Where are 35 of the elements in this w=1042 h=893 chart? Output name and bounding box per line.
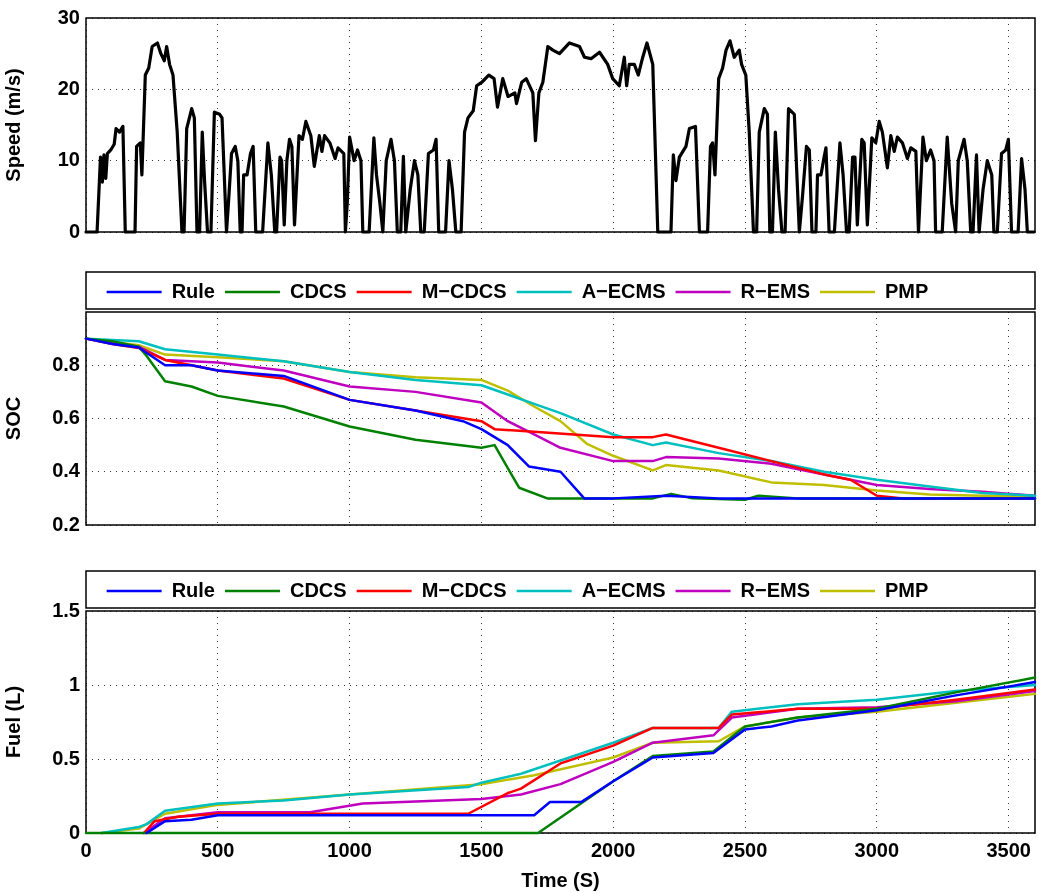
- x-tick-label: 2000: [590, 838, 636, 861]
- y-tick-label: 1: [68, 672, 80, 695]
- x-axis-title: Time (S): [521, 868, 600, 891]
- legend-label: PMP: [885, 279, 929, 302]
- legend-label: A−ECMS: [581, 578, 666, 601]
- x-tick-label: 2500: [722, 838, 768, 861]
- x-tick-label: 3500: [986, 838, 1031, 861]
- y-tick-label: 0: [68, 820, 80, 843]
- x-tick-label: 1000: [327, 838, 372, 861]
- legend-label: M−CDCS: [421, 578, 507, 601]
- y-tick-label: 0.5: [52, 746, 80, 769]
- y-tick-label: 0.2: [52, 512, 80, 535]
- x-tick-label: 1500: [459, 838, 504, 861]
- x-tick-label: 3000: [854, 838, 900, 861]
- y-tick-label: 0.8: [52, 352, 80, 375]
- y-axis-title: SOC: [1, 396, 24, 441]
- legend-label: Rule: [171, 279, 215, 302]
- y-axis-title: Fuel (L): [1, 685, 24, 759]
- y-tick-label: 0.4: [52, 459, 81, 482]
- legend-label: A−ECMS: [581, 279, 666, 302]
- legend-label: PMP: [885, 578, 929, 601]
- y-tick-label: 10: [57, 148, 80, 171]
- legend-label: R−EMS: [740, 279, 811, 302]
- legend-label: M−CDCS: [421, 279, 507, 302]
- legend-label: Rule: [171, 578, 215, 601]
- y-axis-title: Speed (m/s): [1, 68, 24, 182]
- y-tick-label: 0.6: [52, 406, 80, 429]
- y-tick-label: 20: [57, 76, 80, 99]
- y-tick-label: 1.5: [52, 598, 80, 621]
- legend-label: R−EMS: [740, 578, 811, 601]
- legend-label: CDCS: [289, 279, 347, 302]
- legend-label: CDCS: [289, 578, 347, 601]
- y-tick-label: 0: [68, 219, 80, 242]
- y-tick-label: 30: [57, 5, 80, 28]
- x-tick-label: 500: [201, 838, 235, 861]
